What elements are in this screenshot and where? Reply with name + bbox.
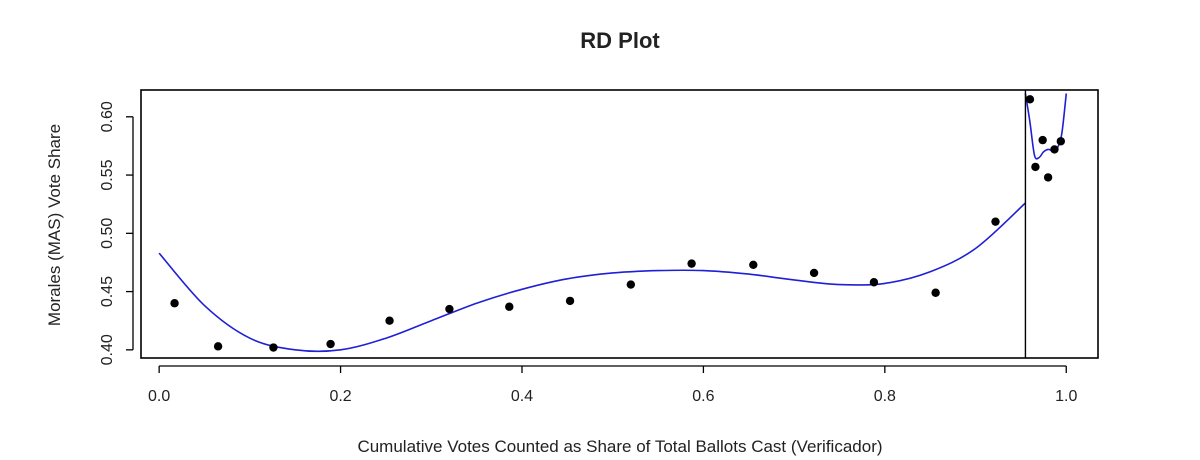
plot-frame xyxy=(140,89,1099,359)
y-tick-label: 0.40 xyxy=(99,334,116,365)
y-tick-label: 0.55 xyxy=(99,159,116,190)
data-point xyxy=(269,343,278,352)
chart-title: RD Plot xyxy=(580,28,660,53)
x-tick-label: 0.8 xyxy=(874,388,896,405)
data-point xyxy=(809,268,819,278)
data-point xyxy=(1025,95,1035,104)
data-point xyxy=(1043,173,1053,182)
x-tick-label: 0.4 xyxy=(511,388,533,405)
data-point xyxy=(687,259,696,268)
fit-right-line xyxy=(1024,93,1068,160)
y-tick-label: 0.60 xyxy=(99,101,116,132)
data-point xyxy=(1031,162,1040,172)
data-points xyxy=(170,95,1066,352)
y-axis-label: Morales (MAS) Vote Share xyxy=(45,124,64,326)
fit-left-line xyxy=(158,202,1026,353)
data-point xyxy=(385,316,394,325)
x-axis-label: Cumulative Votes Counted as Share of Tot… xyxy=(357,437,882,456)
data-point xyxy=(505,302,514,311)
data-point xyxy=(1038,135,1047,145)
x-tick-label: 0.2 xyxy=(329,388,351,405)
x-tick-label: 1.0 xyxy=(1055,388,1077,405)
data-point xyxy=(749,260,758,269)
y-axis: 0.40 0.45 0.50 0.55 0.60 xyxy=(99,101,134,365)
data-point xyxy=(1056,137,1066,146)
data-point xyxy=(445,304,454,314)
fit-lines xyxy=(158,93,1068,353)
data-point xyxy=(1050,145,1059,154)
data-point xyxy=(170,299,179,308)
x-tick-label: 0.6 xyxy=(692,388,714,405)
y-tick-label: 0.50 xyxy=(99,218,116,249)
data-point xyxy=(626,280,636,289)
x-axis: 0.0 0.2 0.4 0.6 0.8 1.0 xyxy=(148,365,1077,405)
data-point xyxy=(869,278,879,287)
data-point xyxy=(326,339,335,349)
data-point xyxy=(213,342,223,351)
data-point xyxy=(991,217,1000,226)
data-point xyxy=(931,288,940,297)
y-tick-label: 0.45 xyxy=(99,276,116,307)
data-point xyxy=(565,296,575,306)
x-tick-label: 0.0 xyxy=(148,388,170,405)
